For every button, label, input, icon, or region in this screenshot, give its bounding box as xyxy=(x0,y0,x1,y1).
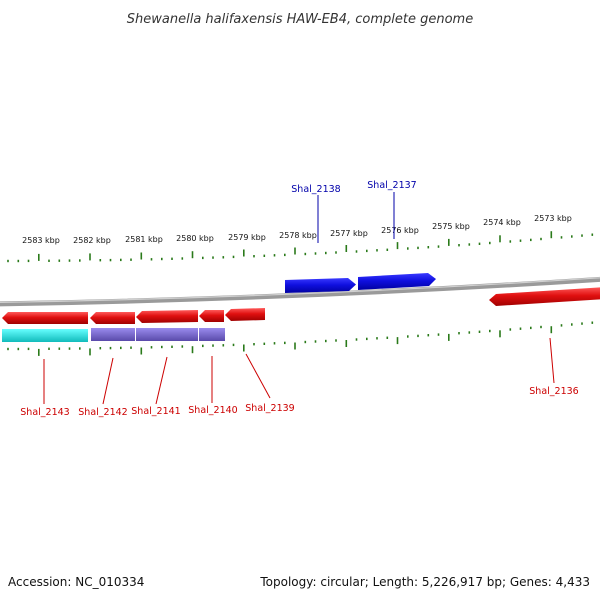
gene-shal-2137[interactable] xyxy=(358,273,436,290)
genome-title: Shewanella halifaxensis HAW-EB4, complet… xyxy=(127,12,473,27)
gene-label-shal-2140[interactable]: Shal_2140 xyxy=(188,405,237,416)
gene-shal-2141[interactable] xyxy=(136,310,198,323)
gene-shal-2142[interactable] xyxy=(90,312,135,324)
gene-label-shal-2139[interactable]: Shal_2139 xyxy=(245,403,294,414)
gene-shal-2138[interactable] xyxy=(285,278,356,293)
genome-stats-text: Topology: circular; Length: 5,226,917 bp… xyxy=(259,575,590,589)
scale-tick-label: 2580 kbp xyxy=(176,234,214,243)
scale-tick-label: 2576 kbp xyxy=(381,226,419,235)
genome-backbone-highlight xyxy=(0,277,600,304)
scale-tick-label: 2582 kbp xyxy=(73,236,111,245)
callout-line xyxy=(245,353,271,399)
scale-tick-label: 2579 kbp xyxy=(228,233,266,242)
gene-label-shal-2136[interactable]: Shal_2136 xyxy=(529,386,578,397)
scale-tick-label: 2581 kbp xyxy=(125,235,163,244)
callout-line xyxy=(549,337,555,384)
feature-bar-cyan xyxy=(2,329,88,342)
gene-label-shal-2138[interactable]: Shal_2138 xyxy=(291,184,340,195)
feature-bar-purple xyxy=(91,328,225,341)
callout-line xyxy=(102,357,114,405)
gene-label-shal-2137[interactable]: Shal_2137 xyxy=(367,180,416,191)
scale-tick-label: 2574 kbp xyxy=(483,218,521,227)
accession-text: Accession: NC_010334 xyxy=(8,575,144,589)
scale-tick-label: 2575 kbp xyxy=(432,222,470,231)
gene-shal-2143[interactable] xyxy=(2,312,88,324)
gene-label-shal-2141[interactable]: Shal_2141 xyxy=(131,406,180,417)
gene-shal-2140[interactable] xyxy=(199,310,224,322)
scale-tick-label: 2573 kbp xyxy=(534,214,572,223)
gene-shal-2139[interactable] xyxy=(225,308,265,321)
scale-labels: 2583 kbp 2582 kbp 2581 kbp 2580 kbp 2579… xyxy=(22,214,572,245)
scale-ticks-bottom xyxy=(7,321,594,356)
gene-label-shal-2142[interactable]: Shal_2142 xyxy=(78,407,127,418)
gene-shal-2136[interactable] xyxy=(489,287,600,306)
scale-tick-label: 2577 kbp xyxy=(330,229,368,238)
scale-tick-label: 2583 kbp xyxy=(22,236,60,245)
gene-label-shal-2143[interactable]: Shal_2143 xyxy=(20,407,69,418)
callout-line xyxy=(155,356,168,405)
genome-backbone xyxy=(0,276,600,307)
scale-tick-label: 2578 kbp xyxy=(279,231,317,240)
scale-ticks-top xyxy=(7,231,594,263)
